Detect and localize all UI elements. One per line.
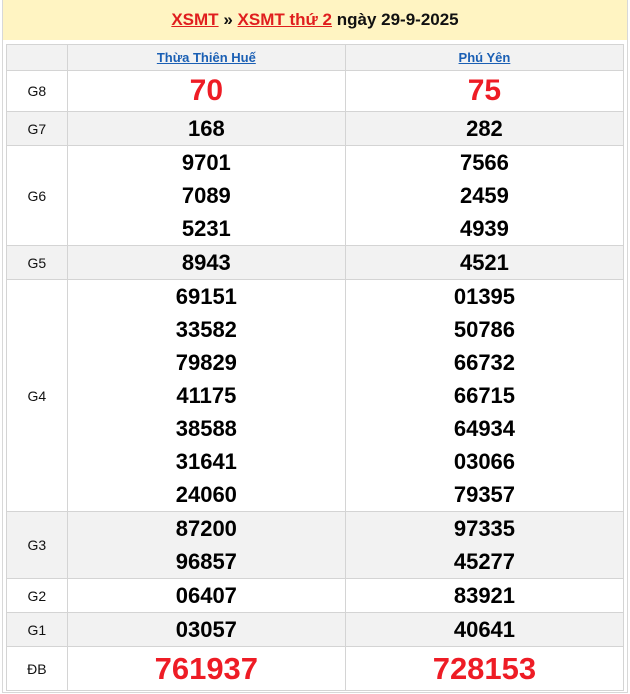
prize-row-đb: ĐB 761937 728153 xyxy=(6,646,625,691)
prize-number: 03066 xyxy=(453,449,516,474)
draw-date: ngày 29-9-2025 xyxy=(336,10,459,29)
prize-number: 31641 xyxy=(175,449,237,474)
prize-cell-thua-thien-hue: 761937 xyxy=(66,646,346,691)
prize-row-g8: G8 70 75 xyxy=(6,70,625,112)
prize-number: 7566 xyxy=(459,150,509,175)
prize-cell-phu-yen: 97335 45277 xyxy=(344,511,625,579)
prize-cell-thua-thien-hue: 9701 7089 5231 xyxy=(66,145,346,246)
prize-row-g3: G3 87200 96857 97335 45277 xyxy=(6,511,625,579)
prize-cell-thua-thien-hue: 06407 xyxy=(66,578,346,613)
prize-row-g6: G6 9701 7089 5231 7566 2459 4939 xyxy=(6,145,625,246)
province-link-thua-thien-hue[interactable]: Thừa Thiên Huế xyxy=(156,50,256,65)
prize-number: 761937 xyxy=(154,651,259,686)
breadcrumb-separator: » xyxy=(223,10,233,29)
prize-number: 79357 xyxy=(453,482,516,507)
prize-number: 79829 xyxy=(175,350,237,375)
prize-number: 50786 xyxy=(453,317,516,342)
prize-label: G3 xyxy=(6,511,68,579)
prize-number: 4939 xyxy=(459,216,509,241)
xsmt-monday-link[interactable]: XSMT thứ 2 xyxy=(237,10,332,29)
xsmt-link[interactable]: XSMT xyxy=(171,10,219,29)
province-link-phu-yen[interactable]: Phú Yên xyxy=(458,50,511,65)
prize-cell-phu-yen: 7566 2459 4939 xyxy=(344,145,625,246)
prize-number: 168 xyxy=(187,116,225,141)
prize-number: 45277 xyxy=(453,549,516,574)
prize-label: G6 xyxy=(6,145,68,246)
prize-row-g1: G1 03057 40641 xyxy=(6,612,625,647)
prize-number: 5231 xyxy=(181,216,231,241)
results-title: XSMT » XSMT thứ 2 ngày 29-9-2025 xyxy=(3,0,627,40)
prize-cell-thua-thien-hue: 168 xyxy=(66,111,346,146)
prize-number: 66732 xyxy=(453,350,516,375)
prize-cell-thua-thien-hue: 8943 xyxy=(66,245,346,280)
prize-cell-thua-thien-hue: 87200 96857 xyxy=(66,511,346,579)
prize-cell-phu-yen: 728153 xyxy=(344,646,625,691)
prize-number: 9701 xyxy=(181,150,231,175)
prize-number: 69151 xyxy=(175,284,237,309)
prize-number: 282 xyxy=(466,116,503,141)
prize-number: 33582 xyxy=(175,317,237,342)
province-header-row: Thừa Thiên Huế Phú Yên xyxy=(6,44,625,71)
prize-number: 01395 xyxy=(453,284,516,309)
prize-label: G2 xyxy=(6,578,68,613)
prize-number: 87200 xyxy=(175,516,237,541)
prize-number: 66715 xyxy=(453,383,516,408)
prize-number: 41175 xyxy=(176,383,237,408)
prize-number: 38588 xyxy=(175,416,237,441)
prize-row-g2: G2 06407 83921 xyxy=(6,578,625,613)
prize-number: 70 xyxy=(189,74,224,107)
prize-number: 06407 xyxy=(175,583,237,608)
prize-number: 83921 xyxy=(453,583,516,608)
prize-label: G5 xyxy=(6,245,68,280)
prize-cell-thua-thien-hue: 03057 xyxy=(66,612,346,647)
prize-number: 8943 xyxy=(181,250,231,275)
prize-cell-phu-yen: 75 xyxy=(344,70,625,112)
prize-number: 4521 xyxy=(459,250,509,275)
prize-row-g7: G7 168 282 xyxy=(6,111,625,146)
prize-number: 2459 xyxy=(459,183,509,208)
prize-number: 03057 xyxy=(175,617,237,642)
prize-label: G4 xyxy=(6,279,68,512)
prize-number: 24060 xyxy=(175,482,237,507)
empty-header xyxy=(6,44,68,71)
prize-number: 64934 xyxy=(453,416,516,441)
prize-label: G7 xyxy=(6,111,68,146)
prize-number: 75 xyxy=(467,74,502,107)
prize-number: 728153 xyxy=(432,651,537,686)
prize-cell-phu-yen: 282 xyxy=(344,111,625,146)
prize-label: G1 xyxy=(6,612,68,647)
prize-cell-thua-thien-hue: 69151 33582 79829 41175 38588 31641 24060 xyxy=(66,279,346,512)
prize-number: 7089 xyxy=(181,183,231,208)
prize-label: ĐB xyxy=(6,646,68,691)
prize-cell-phu-yen: 83921 xyxy=(344,578,625,613)
prize-cell-phu-yen: 4521 xyxy=(344,245,625,280)
prize-cell-thua-thien-hue: 70 xyxy=(66,70,346,112)
prize-number: 97335 xyxy=(453,516,516,541)
prize-label: G8 xyxy=(6,70,68,112)
prize-cell-phu-yen: 01395 50786 66732 66715 64934 03066 79357 xyxy=(344,279,625,512)
prize-number: 40641 xyxy=(453,617,516,642)
prize-cell-phu-yen: 40641 xyxy=(344,612,625,647)
prize-number: 96857 xyxy=(175,549,237,574)
results-table: Thừa Thiên Huế Phú Yên G8 70 75 G7 168 282 G6 9… xyxy=(6,44,625,691)
prize-row-g5: G5 8943 4521 xyxy=(6,245,625,280)
prize-row-g4: G4 69151 33582 79829 41175 38588 31641 24060 013… xyxy=(6,279,625,512)
